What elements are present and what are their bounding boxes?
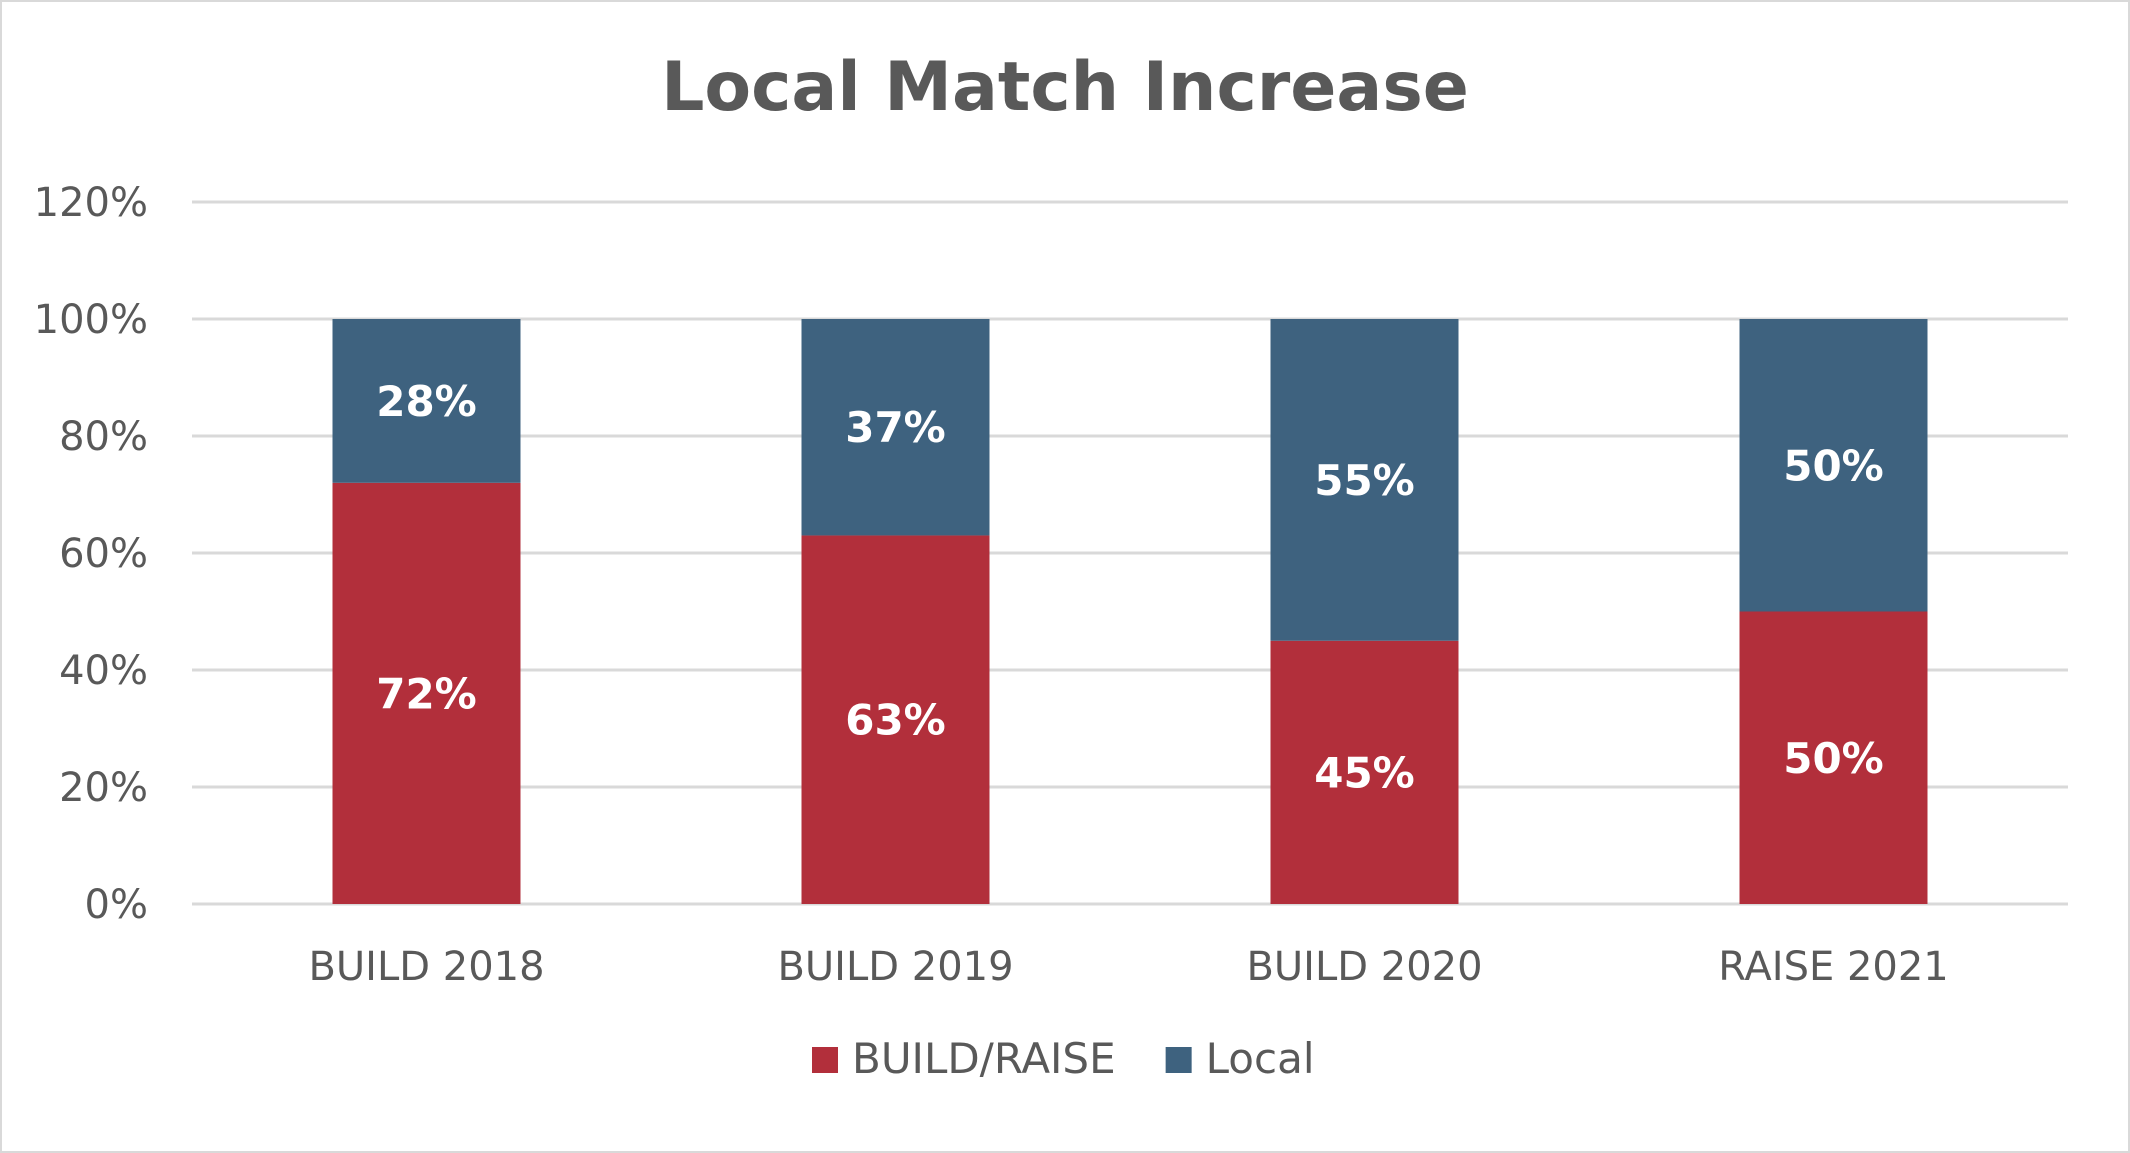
data-label: 63% <box>845 696 946 745</box>
x-category-label: BUILD 2019 <box>777 944 1013 990</box>
data-label: 37% <box>845 403 946 452</box>
legend-swatch-build-raise <box>812 1047 838 1073</box>
y-tick-label: 40% <box>59 648 148 694</box>
bar-segment-local <box>1739 319 1928 612</box>
bar-segment-local <box>801 319 990 536</box>
bars <box>332 319 1928 904</box>
legend-swatch-local <box>1165 1047 1192 1073</box>
data-label: 50% <box>1783 734 1884 783</box>
y-tick-label: 120% <box>34 180 148 226</box>
bar-segment-local <box>1270 319 1459 641</box>
data-label: 28% <box>376 377 477 426</box>
data-label: 45% <box>1314 748 1415 797</box>
bar-segment-local <box>332 319 521 483</box>
legend-label: BUILD/RAISE <box>852 1034 1116 1083</box>
data-label: 50% <box>1783 441 1884 490</box>
x-axis-categories: BUILD 2018 BUILD 2019 BUILD 2020 RAISE 2021 <box>308 944 1948 990</box>
x-category-label: BUILD 2018 <box>308 944 544 990</box>
data-labels: 72% 28% 63% 37% 45% 55% 50% 50% <box>376 377 1884 797</box>
x-category-label: RAISE 2021 <box>1718 944 1949 990</box>
data-label: 72% <box>376 669 477 718</box>
chart-title: Local Match Increase <box>661 48 1469 127</box>
y-tick-label: 80% <box>59 414 148 460</box>
x-category-label: BUILD 2020 <box>1246 944 1482 990</box>
data-label: 55% <box>1314 456 1415 505</box>
legend-label: Local <box>1206 1034 1315 1083</box>
y-tick-label: 100% <box>34 297 148 343</box>
y-tick-label: 60% <box>59 531 148 577</box>
legend: BUILD/RAISE Local <box>812 1034 1315 1083</box>
bar-segment-build-raise <box>1270 640 1459 904</box>
y-tick-label: 20% <box>59 765 148 811</box>
bar-segment-build-raise <box>332 482 521 904</box>
y-axis-ticks: 0% 20% 40% 60% 80% 100% 120% <box>34 180 148 928</box>
y-tick-label: 0% <box>85 882 148 928</box>
bar-segment-build-raise <box>1739 611 1928 904</box>
bar-segment-build-raise <box>801 535 990 904</box>
